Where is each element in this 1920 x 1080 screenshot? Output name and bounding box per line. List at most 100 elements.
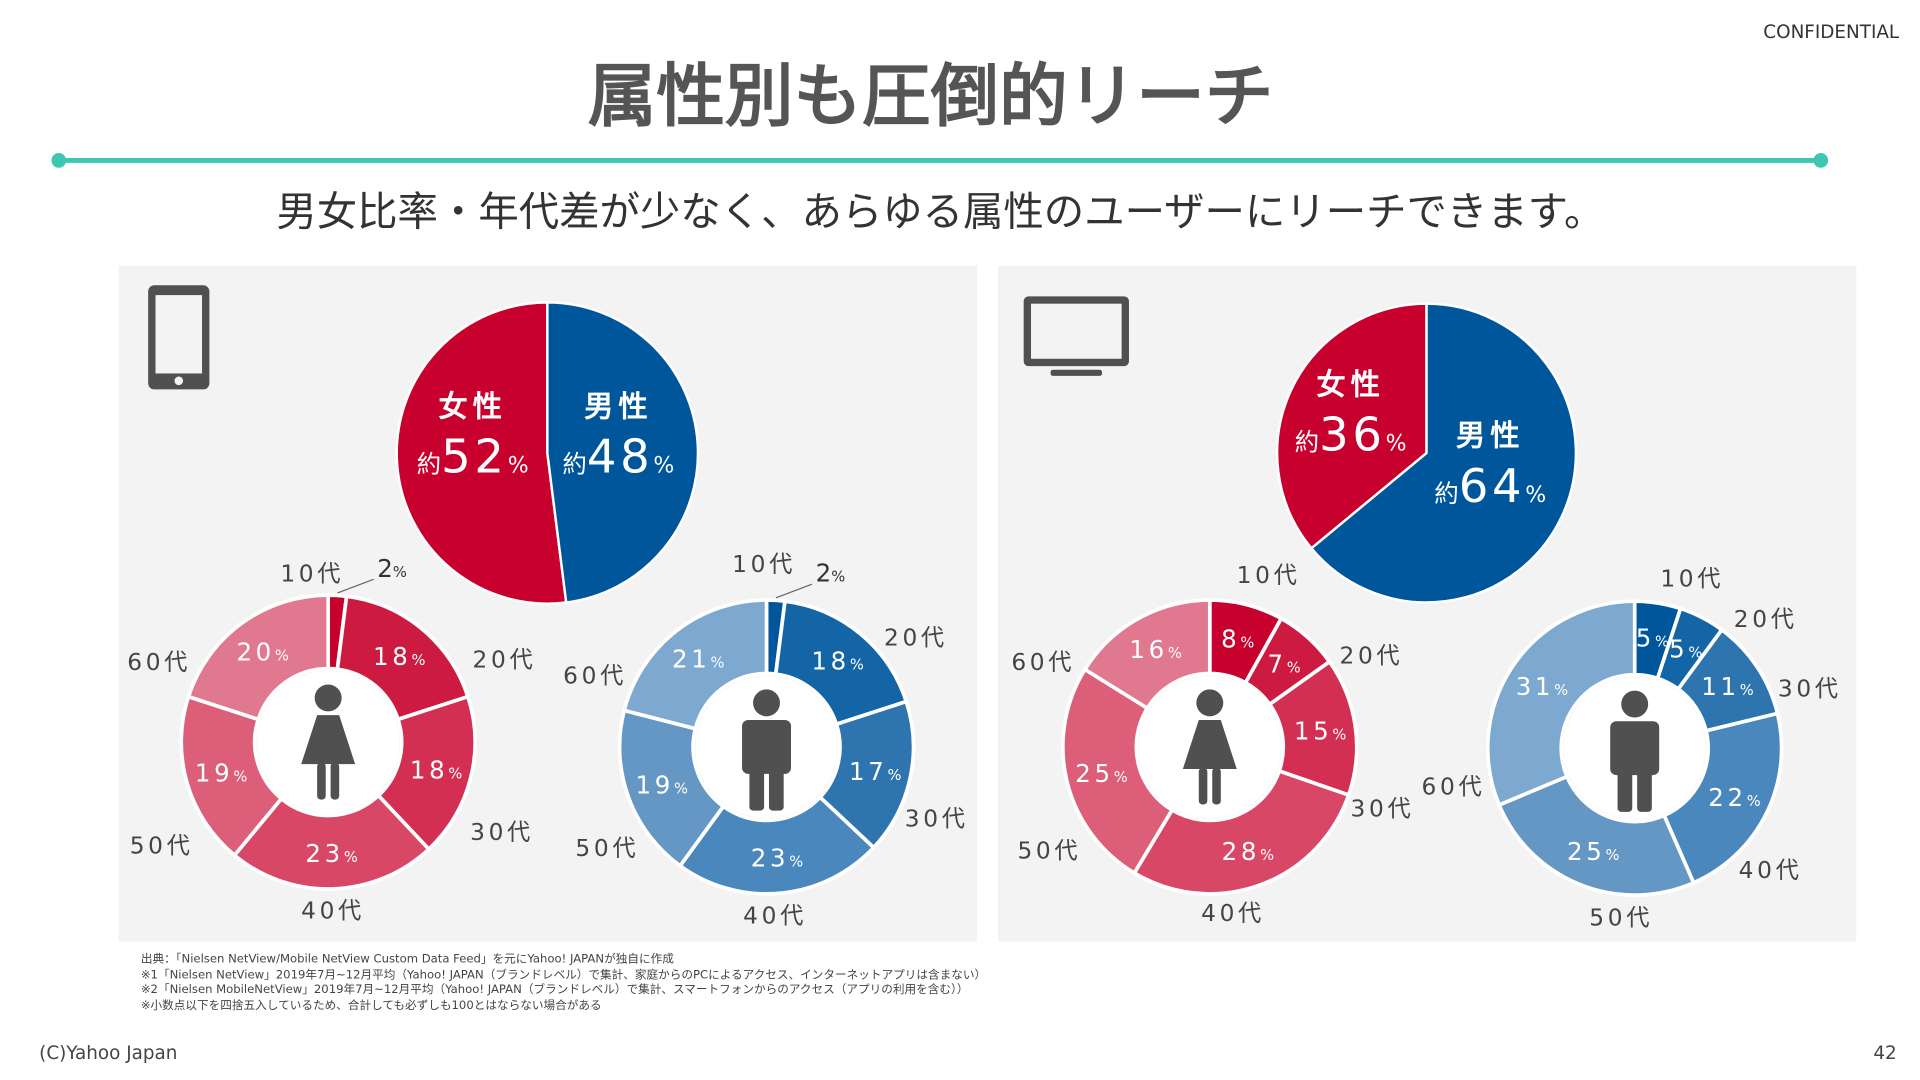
footnote: ※2「Nielsen MobileNetView」2019年7月~12月平均（Y… xyxy=(141,982,969,996)
age-category-label: 60代 xyxy=(127,649,191,676)
footnote: 出典：「Nielsen NetView/Mobile NetView Custo… xyxy=(141,951,674,965)
pie-value-male: 約48% xyxy=(562,430,674,484)
donut-value-label: 11% xyxy=(1701,672,1753,701)
footnote: ※小数点以下を四捨五入しているため、合計しても必ずしも100とはならない場合があ… xyxy=(141,998,602,1012)
donut-segment-50代 xyxy=(1061,666,1175,876)
pie-slice-female xyxy=(1275,302,1428,551)
donut-value-label: 19% xyxy=(635,770,687,799)
donut-value-label: 18% xyxy=(410,755,462,784)
smartphone-female-age-donut: 2% 10代 18% 20代 18% 30代 23% 40代 19% 50代 20% 60代 xyxy=(127,554,537,925)
donut-value-label: 28% xyxy=(1222,837,1274,866)
age-category-label: 10代 xyxy=(280,561,344,588)
donut-segment-50代 xyxy=(179,694,284,858)
donut-value-label: 18% xyxy=(373,642,425,671)
donut-segment-50代 xyxy=(617,708,726,869)
female-person-icon xyxy=(301,684,356,800)
age-category-label: 50代 xyxy=(575,835,639,862)
donut-value-label: 5% xyxy=(1669,635,1702,664)
donut-value-label: 19% xyxy=(195,759,247,788)
age-category-label: 50代 xyxy=(1589,905,1653,932)
page-number: 42 xyxy=(1873,1043,1896,1064)
pie-value-female: 約36% xyxy=(1295,408,1407,462)
pie-value-female: 約52% xyxy=(417,430,529,484)
donut-value-label: 5% xyxy=(1636,624,1669,653)
age-category-label: 60代 xyxy=(1011,649,1075,676)
donut-value-label: 23% xyxy=(751,843,803,872)
page-title: 属性別も圧倒的リーチ xyxy=(588,57,1274,137)
donut-segment-50代 xyxy=(1496,774,1697,897)
male-person-icon xyxy=(742,689,792,811)
smartphone-male-age-donut: 2% 10代 18% 20代 17%30代 23% 40代 19% 50代 21% 60代 xyxy=(563,551,969,929)
confidential-label: CONFIDENTIAL xyxy=(1763,22,1900,43)
donut-segment-60代 xyxy=(1082,598,1212,711)
donut-value-label: 7% xyxy=(1267,649,1300,678)
donut-segment-30代 xyxy=(375,694,477,852)
pie-slice-male xyxy=(1309,302,1578,604)
donut-value-label: 21% xyxy=(672,644,724,673)
pie-slice-female xyxy=(395,301,568,605)
leader-line xyxy=(775,583,813,599)
age-category-label: 30代 xyxy=(905,806,969,833)
age-category-label: 50代 xyxy=(130,832,194,859)
age-category-label: 10代 xyxy=(1660,566,1724,593)
tv-icon xyxy=(1023,296,1129,376)
donut-value-label: 25% xyxy=(1567,837,1619,866)
donut-value-label: 18% xyxy=(811,647,863,676)
footnotes: 出典：「Nielsen NetView/Mobile NetView Custo… xyxy=(141,951,986,1012)
age-category-label: 30代 xyxy=(1351,796,1415,823)
donut-value-label: 31% xyxy=(1516,672,1568,701)
donut-value-label: 22% xyxy=(1708,783,1760,812)
age-category-label: 30代 xyxy=(470,819,534,846)
smartphone-icon xyxy=(148,285,210,390)
age-category-label: 40代 xyxy=(1201,900,1265,927)
page-subtitle: 男女比率・年代差が少なく、あらゆる属性のユーザーにリーチできます。 xyxy=(276,187,1604,235)
male-person-icon xyxy=(1610,690,1660,812)
donut-segment-20代 xyxy=(335,594,471,722)
donut-value-label: 2% xyxy=(816,559,846,588)
age-category-label: 20代 xyxy=(473,646,537,673)
pie-label-female: 女性 xyxy=(1316,367,1385,401)
donut-value-label: 2% xyxy=(377,554,407,583)
age-category-label: 20代 xyxy=(884,624,948,651)
donut-segment-40代 xyxy=(1131,768,1351,896)
age-category-label: 20代 xyxy=(1339,643,1403,670)
female-person-icon xyxy=(1182,689,1237,805)
title-divider xyxy=(51,153,1829,168)
donut-segment-60代 xyxy=(1485,599,1637,808)
donut-value-label: 15% xyxy=(1294,717,1346,746)
age-category-label: 40代 xyxy=(301,897,365,924)
donut-value-label: 16% xyxy=(1129,635,1181,664)
age-category-label: 10代 xyxy=(732,551,796,578)
tv-male-age-donut: 5% 10代 5% 20代 11% 30代 22% 40代 25% 50代 31% 60代 xyxy=(1422,566,1842,932)
donut-value-label: 17% xyxy=(849,757,901,786)
donut-segment-40代 xyxy=(677,794,877,896)
copyright: (C)Yahoo Japan xyxy=(39,1043,177,1064)
age-category-label: 60代 xyxy=(563,662,627,689)
donut-value-label: 20% xyxy=(236,637,288,666)
donut-segment-20代 xyxy=(773,599,909,727)
donut-segment-60代 xyxy=(621,598,769,731)
footnote: ※1「Nielsen NetView」2019年7月~12月平均（Yahoo! … xyxy=(141,967,986,981)
donut-value-label: 25% xyxy=(1075,759,1127,788)
tv-female-age-donut: 8% 10代 7% 20代 15% 30代 28% 40代 25% 50代 16% 60代 xyxy=(1011,562,1415,927)
age-category-label: 40代 xyxy=(1739,857,1803,884)
age-category-label: 30代 xyxy=(1778,676,1842,703)
pie-label-female: 女性 xyxy=(438,389,507,423)
pie-label-male: 男性 xyxy=(584,389,653,423)
pie-value-male: 約64% xyxy=(1434,459,1546,513)
age-category-label: 40代 xyxy=(743,902,807,929)
donut-segment-60代 xyxy=(186,593,330,722)
donut-segment-40代 xyxy=(231,793,432,891)
age-category-label: 10代 xyxy=(1237,562,1301,589)
pie-slice-male xyxy=(546,301,700,604)
donut-value-label: 23% xyxy=(305,839,357,868)
pie-label-male: 男性 xyxy=(1456,419,1525,453)
donut-segment-40代 xyxy=(1661,711,1784,886)
leader-line xyxy=(337,578,374,594)
age-category-label: 20代 xyxy=(1734,606,1798,633)
donut-segment-30代 xyxy=(817,699,916,851)
age-category-label: 50代 xyxy=(1017,837,1081,864)
